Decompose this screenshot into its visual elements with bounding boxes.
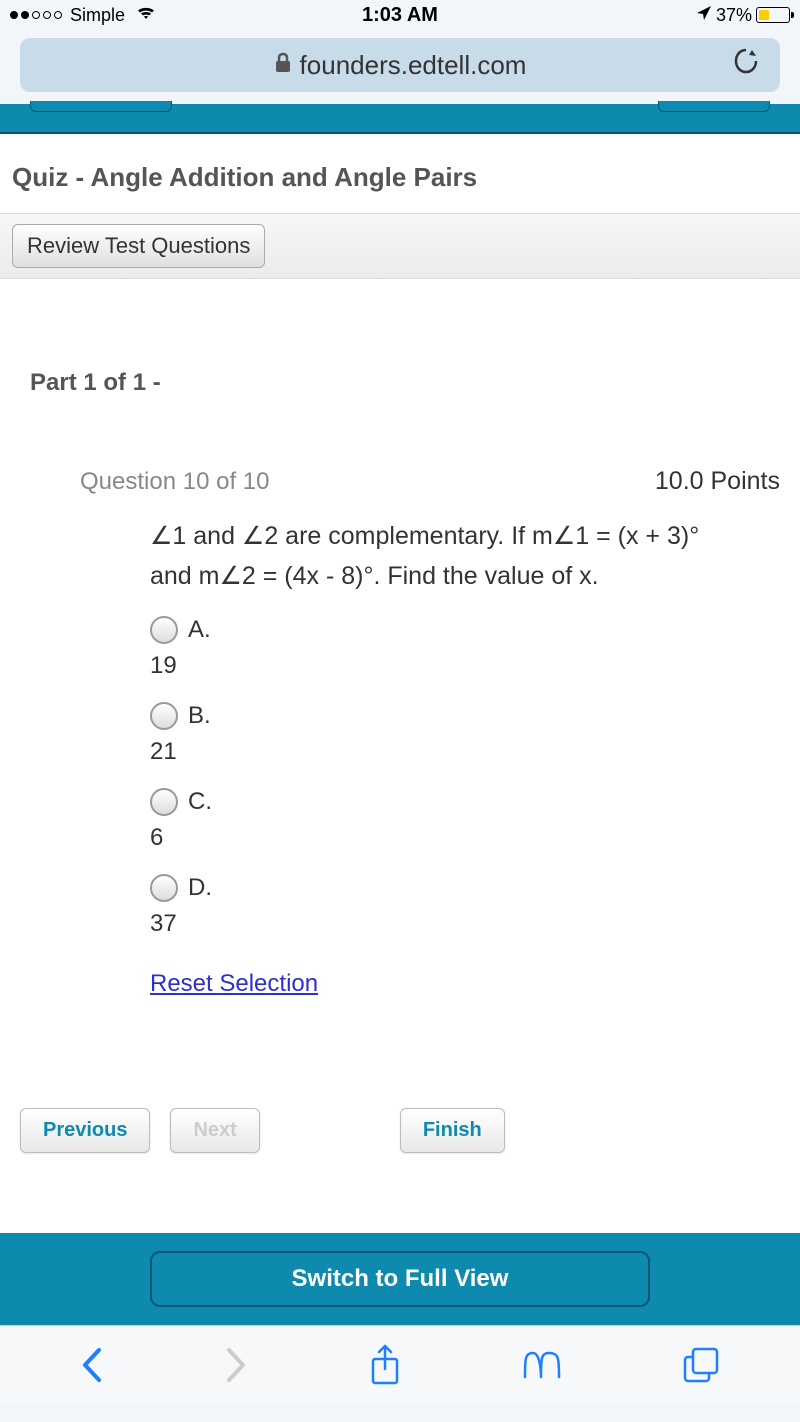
option-letter: C. bbox=[188, 788, 212, 816]
wifi-icon bbox=[135, 5, 157, 26]
radio-icon[interactable] bbox=[150, 788, 178, 816]
location-icon bbox=[696, 5, 712, 26]
address-bar[interactable]: founders.edtell.com bbox=[20, 38, 780, 92]
finish-button[interactable]: Finish bbox=[400, 1108, 505, 1153]
option-letter: D. bbox=[188, 874, 212, 902]
address-bar-container: founders.edtell.com bbox=[0, 30, 800, 104]
battery-icon bbox=[756, 7, 790, 23]
nav-buttons: Previous Next Finish bbox=[0, 998, 800, 1183]
url-text: founders.edtell.com bbox=[300, 50, 527, 81]
back-icon[interactable] bbox=[79, 1345, 105, 1385]
quiz-title: Quiz - Angle Addition and Angle Pairs bbox=[0, 134, 800, 213]
full-view-bar: Switch to Full View bbox=[0, 1233, 800, 1325]
reset-selection-link[interactable]: Reset Selection bbox=[150, 970, 318, 998]
option-letter: A. bbox=[188, 616, 211, 644]
radio-icon[interactable] bbox=[150, 702, 178, 730]
app-header-bar bbox=[0, 104, 800, 134]
option-value: 21 bbox=[150, 738, 760, 766]
status-time: 1:03 AM bbox=[270, 4, 530, 27]
share-icon[interactable] bbox=[367, 1343, 403, 1387]
previous-button[interactable]: Previous bbox=[20, 1108, 150, 1153]
main-content: Quiz - Angle Addition and Angle Pairs Re… bbox=[0, 134, 800, 1325]
review-row: Review Test Questions bbox=[0, 213, 800, 279]
option-value: 6 bbox=[150, 824, 760, 852]
switch-full-view-button[interactable]: Switch to Full View bbox=[150, 1251, 651, 1307]
option-c[interactable]: C. 6 bbox=[150, 788, 760, 852]
question-text: ∠1 and ∠2 are complementary. If m∠1 = (x… bbox=[80, 516, 760, 596]
safari-toolbar bbox=[0, 1325, 800, 1403]
status-left: Simple bbox=[10, 5, 270, 26]
radio-icon[interactable] bbox=[150, 874, 178, 902]
battery-pct: 37% bbox=[716, 5, 752, 26]
forward-icon bbox=[223, 1345, 249, 1385]
option-letter: B. bbox=[188, 702, 211, 730]
signal-dots bbox=[10, 11, 62, 19]
next-button: Next bbox=[170, 1108, 259, 1153]
question-points: 10.0 Points bbox=[655, 467, 780, 496]
radio-icon[interactable] bbox=[150, 616, 178, 644]
option-d[interactable]: D. 37 bbox=[150, 874, 760, 938]
option-value: 19 bbox=[150, 652, 760, 680]
status-bar: Simple 1:03 AM 37% bbox=[0, 0, 800, 30]
part-label: Part 1 of 1 - bbox=[0, 279, 800, 427]
option-a[interactable]: A. 19 bbox=[150, 616, 760, 680]
question-block: Question 10 of 10 10.0 Points ∠1 and ∠2 … bbox=[0, 427, 800, 998]
review-questions-button[interactable]: Review Test Questions bbox=[12, 224, 265, 268]
option-b[interactable]: B. 21 bbox=[150, 702, 760, 766]
bookmarks-icon[interactable] bbox=[521, 1347, 563, 1383]
reload-icon[interactable] bbox=[732, 46, 760, 84]
status-right: 37% bbox=[530, 5, 790, 26]
carrier-label: Simple bbox=[70, 5, 125, 26]
question-header: Question 10 of 10 10.0 Points bbox=[80, 467, 760, 496]
options-list: A. 19 B. 21 C. 6 bbox=[80, 616, 760, 998]
lock-icon bbox=[274, 52, 292, 79]
tabs-icon[interactable] bbox=[681, 1345, 721, 1385]
question-number: Question 10 of 10 bbox=[80, 468, 269, 496]
option-value: 37 bbox=[150, 910, 760, 938]
